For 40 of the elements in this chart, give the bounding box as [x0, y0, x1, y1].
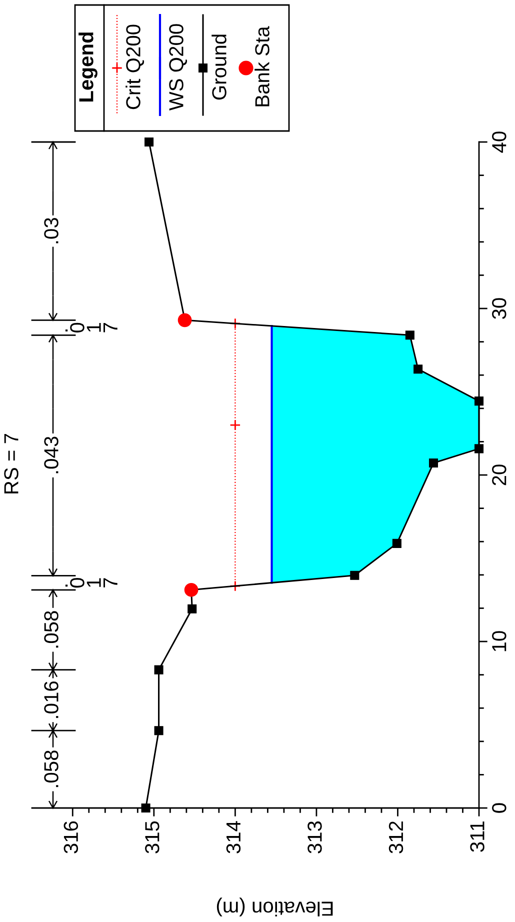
legend-title: Legend: [78, 32, 98, 102]
point: [405, 330, 414, 340]
y-tick-label: 40: [492, 132, 506, 153]
point: [414, 364, 423, 374]
point: [154, 726, 164, 736]
x-tick-label: 311: [470, 821, 484, 852]
legend-label: Ground: [212, 34, 226, 100]
legend-label: WS Q200: [169, 24, 188, 111]
point: [350, 570, 360, 580]
y-tick-label: 30: [492, 298, 506, 319]
x-tick-label: 312: [388, 822, 404, 854]
text: RS = 7: [4, 434, 18, 494]
point: [188, 604, 197, 614]
y-tick-label: 20: [492, 464, 506, 486]
legend-label: Crit Q200: [126, 24, 144, 110]
annotation: .058: [44, 750, 58, 788]
point: [141, 803, 150, 813]
annotation: .058: [44, 611, 58, 648]
x-tick-label: 316: [64, 821, 78, 854]
x-tick-label: 315: [145, 821, 160, 854]
annotation: .03: [44, 218, 58, 244]
x-axis-title: Elevation (m): [216, 898, 333, 916]
point: [474, 444, 484, 454]
point: [178, 313, 192, 328]
annotation: .016: [44, 681, 58, 718]
y-tick-label: 10: [492, 631, 506, 652]
annotation: .043: [44, 436, 58, 474]
point: [474, 396, 484, 406]
annotation: .017: [65, 578, 118, 588]
legend-label: Bank Sta: [254, 26, 270, 106]
point: [392, 538, 402, 548]
annotation: .017: [65, 322, 118, 332]
x-tick-label: 314: [226, 821, 241, 854]
point: [154, 665, 164, 674]
point: [184, 582, 198, 597]
point: [428, 458, 438, 468]
y-tick-label: 0: [492, 803, 506, 813]
x-tick-label: 313: [308, 821, 322, 854]
point: [144, 137, 154, 147]
point: [230, 419, 241, 431]
